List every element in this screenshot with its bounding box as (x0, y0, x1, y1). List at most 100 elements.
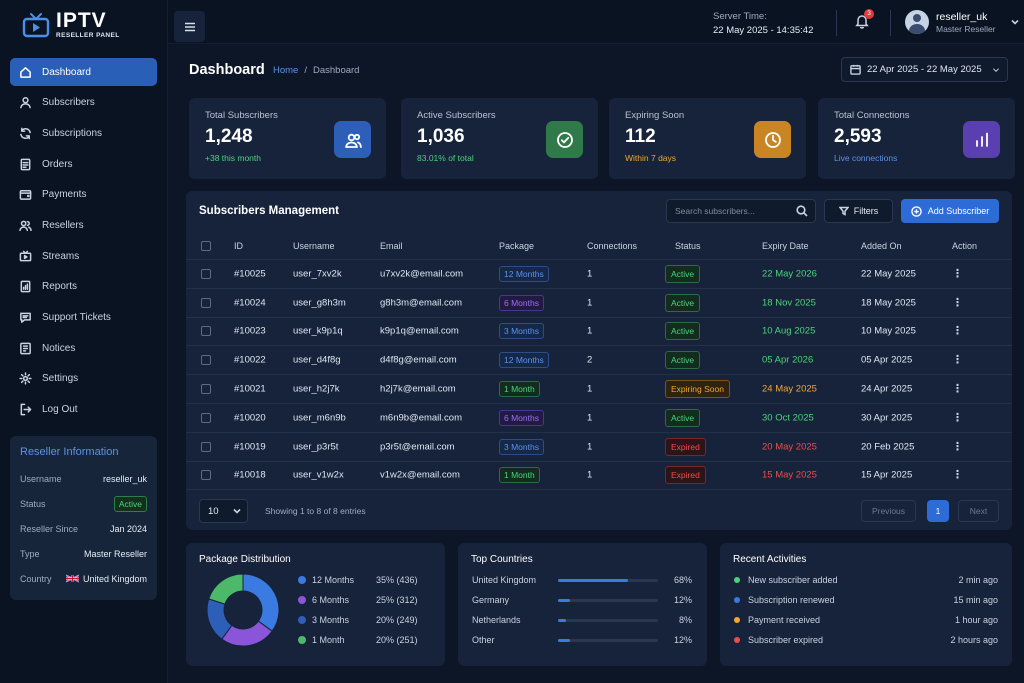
reseller-status-row: Status Active (20, 491, 147, 516)
stat-value: 112 (625, 126, 656, 147)
column-header-connections[interactable]: Connections (587, 241, 638, 251)
sidebar-item-reports[interactable]: Reports (10, 273, 157, 301)
stat-icon-box (546, 121, 583, 158)
page-title: Dashboard (189, 62, 265, 78)
chat-icon (20, 312, 31, 323)
row-checkbox[interactable] (201, 355, 211, 366)
stat-card-active-subscribers[interactable]: Active Subscribers 1,036 83.01% of total (401, 98, 598, 179)
avatar (905, 10, 929, 34)
next-page-button[interactable]: Next (958, 500, 999, 522)
select-all-checkbox[interactable] (201, 241, 211, 251)
column-header-id[interactable]: ID (234, 241, 243, 251)
more-actions-icon[interactable]: ⋮ (952, 469, 963, 482)
legend-value: 25% (312) (376, 595, 418, 605)
row-checkbox[interactable] (201, 470, 211, 481)
added-date: 30 Apr 2025 (861, 412, 913, 424)
sidebar-item-settings[interactable]: Settings (10, 365, 157, 393)
sidebar-item-label: Log Out (42, 404, 78, 416)
logo[interactable]: IPTV RESELLER PANEL (22, 10, 120, 40)
clock-icon (764, 131, 781, 148)
activity-item[interactable]: Subscriber expired 2 hours ago (734, 635, 998, 645)
breadcrumb-home-link[interactable]: Home (273, 65, 299, 76)
user-role: Master Reseller (936, 23, 996, 34)
donut-slice-1-month[interactable] (208, 573, 244, 605)
row-checkbox[interactable] (201, 297, 211, 308)
activity-time: 1 hour ago (954, 615, 998, 625)
table-row[interactable]: #10020 user_m6n9b m6n9b@email.com 6 Months 1… (186, 404, 1012, 433)
stat-label: Active Subscribers (417, 110, 496, 121)
sidebar-item-streams[interactable]: Streams (10, 242, 157, 270)
sidebar-item-label: Payments (42, 189, 87, 201)
activity-item[interactable]: Subscription renewed 15 min ago (734, 595, 998, 605)
top-countries-card: Top Countries United Kingdom 68% Germany 12… (458, 543, 707, 666)
table-row[interactable]: #10019 user_p3r5t p3r5t@email.com 3 Months 1… (186, 433, 1012, 462)
previous-page-button[interactable]: Previous (861, 500, 916, 522)
add-subscriber-button[interactable]: Add Subscriber (901, 199, 999, 223)
more-actions-icon[interactable]: ⋮ (952, 411, 963, 424)
more-actions-icon[interactable]: ⋮ (952, 267, 963, 280)
date-range-picker[interactable]: 22 Apr 2025 - 22 May 2025 (841, 57, 1008, 82)
column-header-package[interactable]: Package (499, 241, 535, 251)
stat-card-expiring-soon[interactable]: Expiring Soon 112 Within 7 days (609, 98, 806, 179)
country-bar-fill (558, 619, 567, 622)
sidebar-item-resellers[interactable]: Resellers (10, 211, 157, 239)
sidebar-item-orders[interactable]: Orders (10, 150, 157, 178)
subscriber-email: h2j7k@email.com (380, 383, 456, 395)
sidebar-item-dashboard[interactable]: Dashboard (10, 58, 157, 86)
stat-card-total-subscribers[interactable]: Total Subscribers 1,248 +38 this month (189, 98, 386, 179)
sidebar-item-log-out[interactable]: Log Out (10, 396, 157, 424)
sidebar-item-label: Settings (42, 373, 79, 385)
more-actions-icon[interactable]: ⋮ (952, 296, 963, 309)
connections-count: 1 (587, 268, 593, 280)
search-icon[interactable] (796, 205, 808, 217)
sidebar-item-subscriptions[interactable]: Subscriptions (10, 119, 157, 147)
users-icon (344, 133, 362, 148)
notifications-button[interactable]: 3 (854, 9, 874, 31)
table-row[interactable]: #10023 user_k9p1q k9p1q@email.com 3 Months 1… (186, 318, 1012, 347)
activity-item[interactable]: Payment received 1 hour ago (734, 615, 998, 625)
reseller-info-title: Reseller Information (20, 446, 119, 458)
sidebar-nav: Dashboard Subscribers Subscriptions Orders P… (10, 58, 157, 426)
page-1-button[interactable]: 1 (927, 500, 949, 522)
column-header-expiry-date[interactable]: Expiry Date (762, 241, 809, 251)
table-row[interactable]: #10024 user_g8h3m g8h3m@email.com 6 Months 1… (186, 289, 1012, 318)
table-row[interactable]: #10025 user_7xv2k u7xv2k@email.com 12 Month… (186, 260, 1012, 289)
menu-toggle-button[interactable] (174, 11, 205, 42)
legend-dot (298, 596, 306, 604)
filters-button[interactable]: Filters (824, 199, 893, 223)
activity-item[interactable]: New subscriber added 2 min ago (734, 575, 998, 585)
column-header-added-on[interactable]: Added On (861, 241, 902, 251)
table-row[interactable]: #10018 user_v1w2x v1w2x@email.com 1 Month 1 E… (186, 462, 1012, 491)
country-name: Netherlands (472, 615, 521, 625)
country-name: United Kingdom (472, 575, 537, 585)
more-actions-icon[interactable]: ⋮ (952, 354, 963, 367)
reseller-status-label: Status (20, 498, 46, 509)
row-checkbox[interactable] (201, 384, 211, 395)
sidebar-item-subscribers[interactable]: Subscribers (10, 89, 157, 117)
stat-value: 2,593 (834, 126, 882, 147)
package-badge: 1 Month (499, 467, 540, 484)
stat-card-total-connections[interactable]: Total Connections 2,593 Live connections (818, 98, 1015, 179)
sidebar-item-payments[interactable]: Payments (10, 181, 157, 209)
column-header-username[interactable]: Username (293, 241, 335, 251)
user-menu[interactable]: reseller_uk Master Reseller (905, 10, 1019, 34)
more-actions-icon[interactable]: ⋮ (952, 325, 963, 338)
sidebar-item-support-tickets[interactable]: Support Tickets (10, 304, 157, 332)
connections-count: 1 (587, 325, 593, 337)
table-row[interactable]: #10021 user_h2j7k h2j7k@email.com 1 Month 1 E… (186, 375, 1012, 404)
row-checkbox[interactable] (201, 441, 211, 452)
column-header-action[interactable]: Action (952, 241, 978, 251)
sidebar-item-notices[interactable]: Notices (10, 334, 157, 362)
subscribers-panel-title: Subscribers Management (199, 205, 339, 217)
table-row[interactable]: #10022 user_d4f8g d4f8g@email.com 12 Months… (186, 346, 1012, 376)
more-actions-icon[interactable]: ⋮ (952, 440, 963, 453)
row-checkbox[interactable] (201, 268, 211, 279)
column-header-email[interactable]: Email (380, 241, 403, 251)
page-size-select[interactable]: 10 (199, 499, 248, 523)
search-input[interactable] (666, 199, 816, 223)
row-checkbox[interactable] (201, 412, 211, 423)
more-actions-icon[interactable]: ⋮ (952, 383, 963, 396)
column-header-status[interactable]: Status (675, 241, 701, 251)
row-checkbox[interactable] (201, 326, 211, 337)
package-distribution-title: Package Distribution (199, 554, 291, 565)
